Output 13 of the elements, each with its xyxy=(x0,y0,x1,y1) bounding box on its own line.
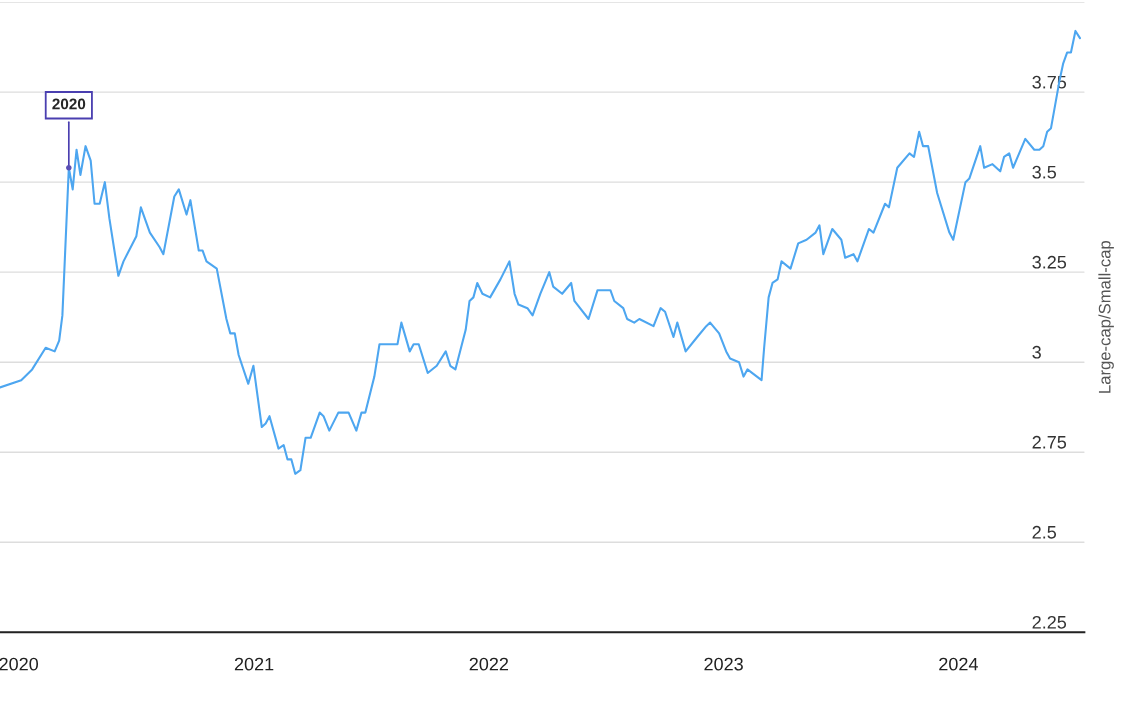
x-tick-label: 2024 xyxy=(939,657,978,671)
y-tick-label: 3.25 xyxy=(1032,255,1067,269)
y-tick-label: 2.5 xyxy=(1032,525,1057,539)
y-tick-label: 3.5 xyxy=(1032,165,1057,179)
y-axis-title: Large-cap/Small-cap xyxy=(1098,240,1114,393)
x-tick-label: 2020 xyxy=(0,657,39,671)
x-tick-label: 2023 xyxy=(704,657,743,671)
annotation: 2020 xyxy=(52,98,86,110)
x-tick-label: 2022 xyxy=(469,657,509,671)
y-tick-label: 2.25 xyxy=(1032,615,1067,629)
x-tick-label: 2021 xyxy=(234,657,274,671)
y-tick-label: 2.75 xyxy=(1032,435,1067,449)
y-tick-label: 3 xyxy=(1032,345,1041,359)
